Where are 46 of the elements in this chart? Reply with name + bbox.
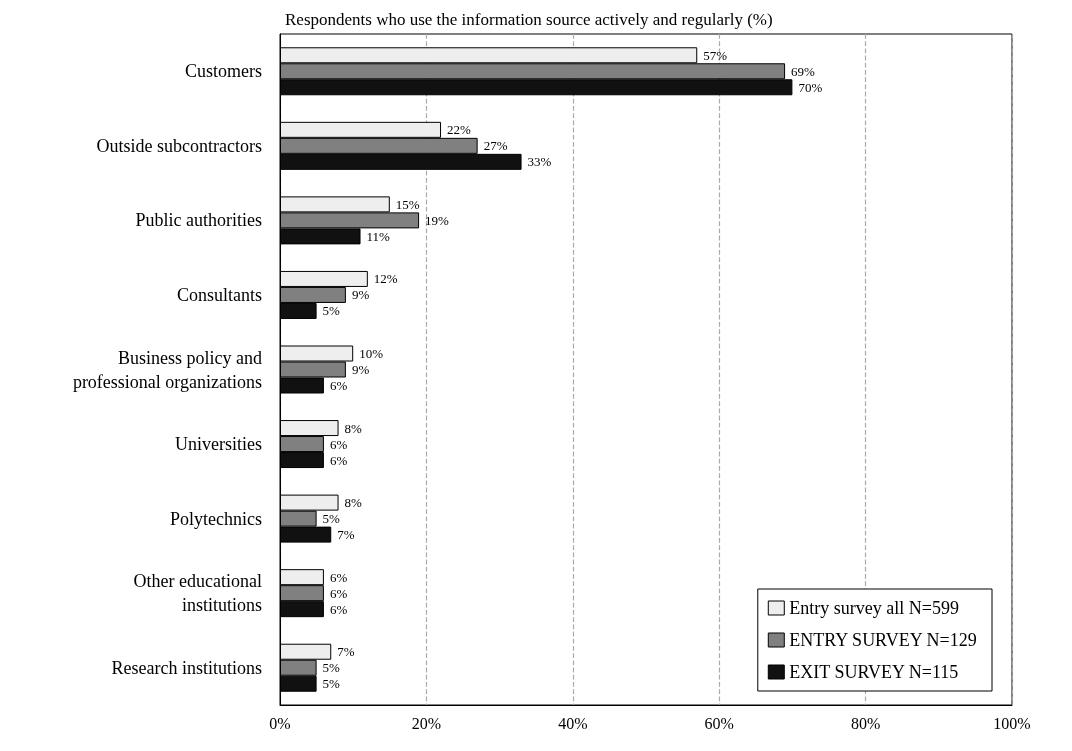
x-tick-label: 20% — [411, 714, 442, 732]
data-label: 70% — [798, 79, 823, 95]
data-label: 12% — [373, 271, 398, 287]
y-tick-label: Public authorities — [135, 210, 262, 231]
y-tick-label: Other educational institutions — [133, 571, 262, 616]
data-label: 6% — [329, 585, 348, 601]
data-label: 7% — [337, 644, 355, 660]
x-tick-label: 0% — [269, 714, 291, 732]
data-label: 5% — [322, 303, 341, 319]
data-label: 6% — [329, 436, 348, 452]
data-label: 9% — [351, 287, 370, 303]
data-label: 5% — [322, 660, 341, 676]
data-label: 6% — [329, 601, 348, 617]
data-label: 7% — [337, 527, 355, 543]
data-label: 11% — [366, 228, 391, 244]
data-label: 27% — [483, 138, 508, 154]
legend-label: ENTRY SURVEY N=129 — [789, 630, 977, 650]
y-tick-label: Customers — [184, 61, 262, 82]
chart-title: Respondents who use the information source actively and regularly (%) — [285, 10, 773, 29]
data-label: 6% — [329, 569, 348, 585]
data-label: 10% — [359, 346, 384, 361]
x-tick-label: 100% — [993, 714, 1031, 732]
data-label: 69% — [791, 63, 816, 79]
data-label: 5% — [322, 511, 341, 527]
y-tick-label: Research institutions — [111, 657, 262, 678]
legend-label: Entry survey all N=599 — [789, 598, 959, 618]
data-label: 8% — [344, 420, 363, 436]
y-tick-label: Business policy and professional organizations — [72, 347, 262, 392]
data-label: 15% — [395, 196, 420, 212]
data-label: 33% — [527, 154, 552, 170]
y-tick-label: Universities — [175, 434, 262, 455]
data-label: 9% — [351, 362, 370, 377]
y-tick-label: Consultants — [176, 284, 262, 305]
data-label: 5% — [322, 676, 341, 692]
data-label: 8% — [344, 495, 363, 511]
legend-label: EXIT SURVEY N=115 — [789, 662, 959, 682]
x-tick-label: 40% — [558, 714, 588, 732]
data-label: 19% — [425, 212, 450, 228]
data-label: 57% — [703, 47, 728, 63]
x-tick-label: 80% — [850, 714, 881, 732]
data-label: 6% — [329, 452, 348, 468]
x-tick-label: 60% — [704, 714, 734, 732]
y-tick-label: Polytechnics — [170, 508, 262, 529]
y-tick-label: Outside subcontractors — [96, 135, 262, 156]
data-label: 6% — [329, 378, 348, 393]
data-label: 22% — [447, 122, 472, 138]
